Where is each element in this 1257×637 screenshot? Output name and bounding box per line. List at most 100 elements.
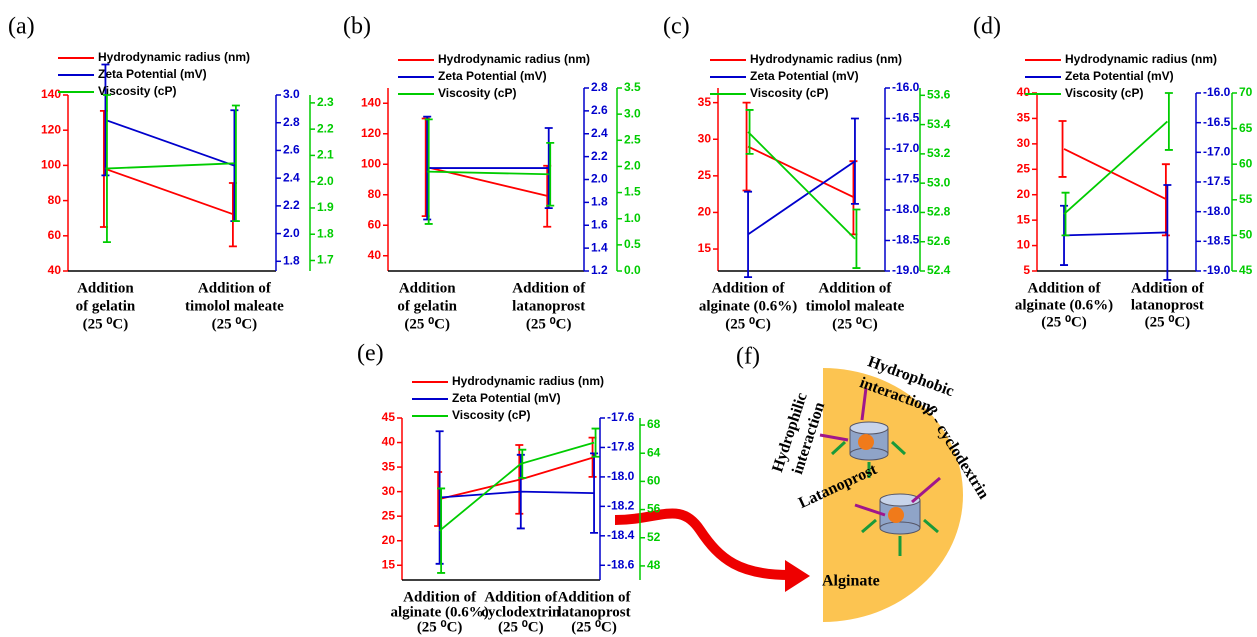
y2-tick-label: 2.6 bbox=[283, 143, 300, 157]
y-tick-label: 15 bbox=[1017, 212, 1031, 226]
y2-tick-label: 2.2 bbox=[591, 149, 608, 163]
y-tick-label: 120 bbox=[361, 126, 381, 140]
y2-tick-label: -19.0 bbox=[892, 263, 920, 277]
y3-tick-label: 53.0 bbox=[927, 175, 951, 189]
y2-tick-label: -16.0 bbox=[1203, 85, 1231, 99]
legend-label: Hydrodynamic radius (nm) bbox=[98, 50, 250, 64]
y3-tick-label: 52.4 bbox=[927, 263, 951, 277]
y-tick-label: 100 bbox=[41, 158, 61, 172]
y3-tick-label: 53.6 bbox=[927, 87, 951, 101]
y-tick-label: 120 bbox=[41, 122, 61, 136]
drug-ball bbox=[888, 507, 904, 523]
y2-tick-label: 2.6 bbox=[591, 103, 608, 117]
drug-ball bbox=[858, 434, 874, 450]
y3-tick-label: 1.5 bbox=[624, 185, 641, 199]
series-line bbox=[1064, 121, 1167, 214]
y3-tick-label: 3.0 bbox=[624, 106, 641, 120]
y3-tick-label: 2.5 bbox=[624, 132, 641, 146]
x-tick-label: Addition of bbox=[712, 280, 786, 296]
y-tick-label: 100 bbox=[361, 156, 381, 170]
series-line bbox=[1064, 232, 1167, 235]
y-tick-label: 25 bbox=[1017, 161, 1031, 175]
y2-tick-label: -17.8 bbox=[607, 440, 635, 454]
legend-label: Hydrodynamic radius (nm) bbox=[452, 374, 604, 388]
cyclodextrin-1 bbox=[850, 422, 888, 460]
y3-tick-label: 52 bbox=[647, 530, 661, 544]
legend-label: Viscosity (cP) bbox=[98, 84, 176, 98]
y2-tick-label: -17.0 bbox=[1203, 145, 1231, 159]
series-line bbox=[105, 169, 234, 215]
y-tick-label: 80 bbox=[368, 187, 382, 201]
x-tick-label: timolol maleate bbox=[806, 298, 905, 314]
y3-tick-label: 64 bbox=[647, 445, 661, 459]
y-tick-label: 40 bbox=[48, 263, 62, 277]
y3-tick-label: 45 bbox=[1239, 263, 1253, 277]
x-tick-label: latanoprost bbox=[558, 604, 631, 620]
x-tick-label: (25 ⁰C) bbox=[498, 619, 544, 635]
y3-tick-label: 53.2 bbox=[927, 146, 951, 160]
x-tick-label: (25 ⁰C) bbox=[526, 316, 572, 332]
legend-label: Hydrodynamic radius (nm) bbox=[1065, 52, 1217, 66]
y3-tick-label: 52.6 bbox=[927, 234, 951, 248]
x-tick-label: Addition of bbox=[484, 589, 558, 605]
y2-tick-label: 3.0 bbox=[283, 87, 300, 101]
y3-tick-label: 70 bbox=[1239, 85, 1253, 99]
x-tick-label: (25 ⁰C) bbox=[83, 316, 129, 332]
legend-label: Zeta Potential (mV) bbox=[438, 69, 547, 83]
legend-label: Zeta Potential (mV) bbox=[452, 391, 561, 405]
y-tick-label: 25 bbox=[698, 168, 712, 182]
figure: Hydrophobic interaction Hydrophilic inte… bbox=[0, 0, 1257, 637]
x-tick-label: (25 ⁰C) bbox=[571, 619, 617, 635]
panel-label: (a) bbox=[8, 14, 35, 40]
error-bar bbox=[1062, 193, 1070, 236]
y-tick-label: 30 bbox=[1017, 136, 1031, 150]
y3-tick-label: 1.8 bbox=[317, 226, 334, 240]
x-tick-label: alginate (0.6%) bbox=[390, 604, 488, 620]
series-line bbox=[427, 172, 549, 175]
cylinder-bottom bbox=[850, 448, 888, 460]
y2-tick-label: 2.8 bbox=[283, 115, 300, 129]
y2-tick-label: 2.8 bbox=[591, 80, 608, 94]
y3-tick-label: 65 bbox=[1239, 121, 1253, 135]
y2-tick-label: 2.2 bbox=[283, 198, 300, 212]
label-matrix: Alginate bbox=[822, 573, 880, 590]
x-tick-label: timolol maleate bbox=[185, 298, 284, 314]
red-arrow-head bbox=[785, 560, 810, 592]
y-tick-label: 80 bbox=[48, 193, 62, 207]
y2-tick-label: -18.0 bbox=[1203, 204, 1231, 218]
y-tick-label: 45 bbox=[382, 410, 396, 424]
x-tick-label: Addition of bbox=[1028, 280, 1102, 296]
x-tick-label: Addition of bbox=[403, 589, 477, 605]
y2-tick-label: 2.4 bbox=[283, 170, 300, 184]
y2-tick-label: -18.5 bbox=[1203, 234, 1231, 248]
y3-tick-label: 0.0 bbox=[624, 263, 641, 277]
y-tick-label: 30 bbox=[382, 484, 396, 498]
series-line bbox=[105, 120, 234, 166]
y2-tick-label: 2.0 bbox=[283, 226, 300, 240]
y-tick-label: 60 bbox=[48, 228, 62, 242]
y3-tick-label: 55 bbox=[1239, 192, 1253, 206]
y-tick-label: 15 bbox=[698, 241, 712, 255]
x-tick-label: Addition of bbox=[558, 589, 632, 605]
x-tick-label: of gelatin bbox=[76, 298, 136, 314]
y3-tick-label: 1.0 bbox=[624, 211, 641, 225]
x-tick-label: cyclodextrin bbox=[481, 604, 561, 620]
cylinder-bottom bbox=[880, 522, 920, 534]
y3-tick-label: 68 bbox=[647, 417, 661, 431]
panel-label: (f) bbox=[736, 344, 760, 370]
y2-tick-label: -16.5 bbox=[892, 111, 920, 125]
series-line bbox=[1064, 149, 1167, 200]
y-tick-label: 30 bbox=[698, 131, 712, 145]
x-tick-label: (25 ⁰C) bbox=[212, 316, 258, 332]
x-tick-label: (25 ⁰C) bbox=[417, 619, 463, 635]
y-tick-label: 10 bbox=[1017, 238, 1031, 252]
y3-tick-label: 1.7 bbox=[317, 253, 334, 267]
y2-tick-label: -17.5 bbox=[892, 172, 920, 186]
y3-tick-label: 2.0 bbox=[317, 174, 334, 188]
y2-tick-label: 1.4 bbox=[591, 240, 608, 254]
legend-label: Hydrodynamic radius (nm) bbox=[438, 52, 590, 66]
y2-tick-label: -18.0 bbox=[607, 469, 635, 483]
legend-label: Zeta Potential (mV) bbox=[750, 69, 859, 83]
panel-label: (b) bbox=[343, 14, 371, 40]
y-tick-label: 60 bbox=[368, 217, 382, 231]
